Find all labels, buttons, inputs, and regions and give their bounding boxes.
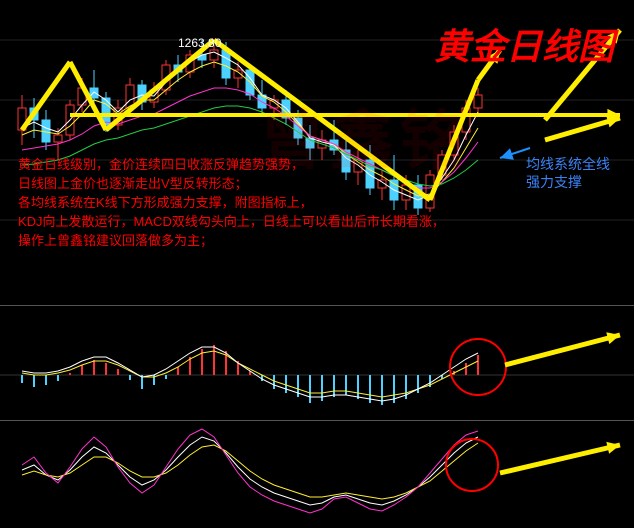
kdj-svg [0, 425, 634, 525]
kdj-panel [0, 425, 634, 525]
panel-separator-2 [0, 420, 634, 421]
main-chart-panel: 曾鑫铭 黄金日线图 1263.80 黄金日线级别，金价连续四日收涨反弹趋势强势，… [0, 0, 634, 300]
macd-svg [0, 315, 634, 415]
ma-support-annotation: 均线系统全线强力支撑 [526, 155, 626, 191]
peak-price-label: 1263.80 [178, 36, 221, 50]
macd-panel [0, 315, 634, 415]
chart-title: 黄金日线图 [434, 18, 614, 70]
panel-separator-1 [0, 305, 634, 306]
analysis-annotation: 黄金日线级别，金价连续四日收涨反弹趋势强势，日线图上金价也逐渐走出V型反转形态；… [18, 155, 448, 250]
